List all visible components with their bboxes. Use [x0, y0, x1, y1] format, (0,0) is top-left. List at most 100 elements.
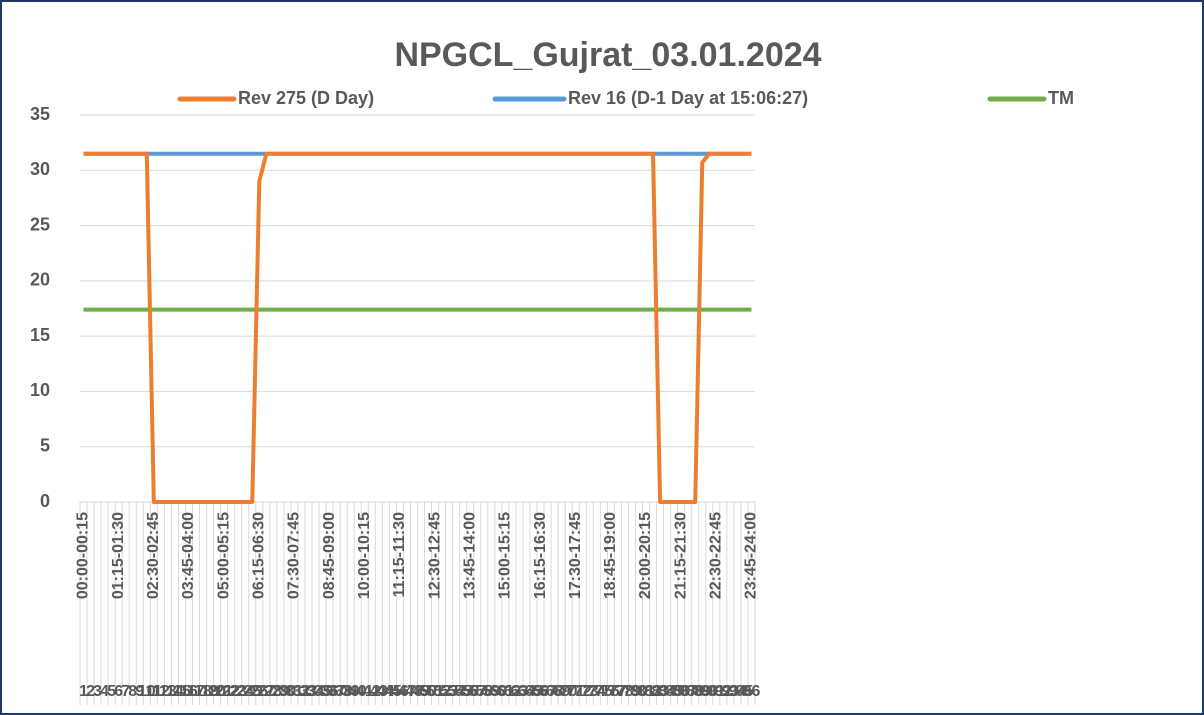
- block-number: 9: [135, 683, 144, 700]
- block-number: 62: [504, 683, 522, 700]
- block-number: 15: [173, 683, 191, 700]
- x-tick-label: 18:45-19:00: [602, 512, 619, 599]
- block-number: 47: [398, 683, 416, 700]
- y-tick-label: 35: [30, 104, 50, 124]
- block-number: 16: [180, 683, 198, 700]
- block-number: 81: [637, 683, 655, 700]
- x-tick-label: 11:15-11:30: [391, 512, 408, 598]
- block-number: 11: [145, 683, 162, 700]
- block-number: 27: [257, 683, 275, 700]
- x-tick-label: 01:15-01:30: [110, 512, 127, 599]
- x-tick-label: 08:45-09:00: [321, 512, 338, 599]
- x-tick-label: 07:30-07:45: [286, 512, 303, 599]
- series-line: [83, 151, 752, 504]
- y-tick-label: 15: [30, 325, 50, 345]
- block-number: 74: [588, 683, 606, 700]
- block-number: 26: [250, 683, 268, 700]
- block-number: 1: [79, 683, 88, 700]
- chart-title: NPGCL_Gujrat_03.01.2024: [394, 36, 821, 74]
- block-number: 76: [602, 683, 620, 700]
- block-number: 68: [546, 683, 564, 700]
- block-number: 80: [630, 683, 648, 700]
- block-number: 94: [729, 683, 747, 700]
- block-number: 65: [525, 683, 543, 700]
- block-number: 64: [518, 683, 536, 700]
- block-number: 33: [300, 683, 318, 700]
- block-number: 43: [370, 683, 388, 700]
- block-number: 60: [489, 683, 507, 700]
- block-number: 83: [651, 683, 669, 700]
- block-number: 52: [433, 683, 451, 700]
- block-number: 32: [293, 683, 311, 700]
- block-number: 67: [539, 683, 557, 700]
- x-tick-label: 16:15-16:30: [532, 512, 549, 599]
- x-tick-label: 00:00-00:15: [75, 512, 92, 599]
- block-number: 30: [279, 683, 297, 700]
- block-number: 46: [391, 683, 409, 700]
- block-number: 86: [672, 683, 690, 700]
- block-number: 51: [426, 683, 444, 700]
- block-number: 48: [405, 683, 423, 700]
- block-number: 20: [208, 683, 226, 700]
- block-number: 12: [152, 683, 170, 700]
- y-tick-label: 20: [30, 270, 50, 290]
- block-number: 34: [307, 683, 325, 700]
- block-number: 85: [665, 683, 683, 700]
- block-number: 13: [159, 683, 177, 700]
- block-number: 96: [743, 683, 761, 700]
- block-number: 5: [107, 683, 116, 700]
- block-number: 39: [342, 683, 360, 700]
- block-number: 25: [243, 683, 261, 700]
- legend-label: Rev 275 (D Day): [238, 88, 374, 108]
- block-number: 44: [377, 683, 395, 700]
- x-tick-label: 21:15-21:30: [672, 512, 689, 599]
- block-number: 56: [461, 683, 479, 700]
- block-number: 22: [222, 683, 240, 700]
- block-number: 24: [236, 683, 254, 700]
- block-number: 28: [264, 683, 282, 700]
- x-tick-label: 05:00-05:15: [215, 512, 232, 599]
- block-number: 73: [581, 683, 599, 700]
- x-tick-label: 02:30-02:45: [145, 512, 162, 599]
- block-number: 95: [736, 683, 754, 700]
- block-number: 82: [644, 683, 662, 700]
- x-tick-label: 10:00-10:15: [356, 512, 373, 599]
- block-number: 14: [166, 683, 184, 700]
- y-tick-label: 0: [40, 491, 50, 511]
- block-number: 72: [574, 683, 592, 700]
- block-number: 21: [215, 683, 233, 700]
- block-number: 61: [496, 683, 514, 700]
- legend-label: TM: [1048, 88, 1074, 108]
- block-number: 45: [384, 683, 402, 700]
- block-number: 37: [328, 683, 346, 700]
- block-number: 70: [560, 683, 578, 700]
- x-tick-label: 15:00-15:15: [497, 512, 514, 599]
- block-number: 77: [609, 683, 627, 700]
- block-number: 63: [511, 683, 529, 700]
- block-number: 78: [616, 683, 634, 700]
- block-number: 3: [93, 683, 102, 700]
- block-number: 69: [553, 683, 571, 700]
- x-tick-label: 06:15-06:30: [251, 512, 268, 599]
- y-tick-label: 10: [30, 380, 50, 400]
- block-number: 91: [707, 683, 725, 700]
- block-number: 35: [314, 683, 332, 700]
- block-number: 92: [714, 683, 732, 700]
- x-tick-label: 22:30-22:45: [708, 512, 725, 599]
- block-number: 57: [468, 683, 486, 700]
- block-number: 58: [475, 683, 493, 700]
- block-number: 71: [567, 683, 585, 700]
- x-tick-label: 12:30-12:45: [426, 512, 443, 599]
- block-number: 38: [335, 683, 353, 700]
- y-tick-label: 5: [40, 435, 50, 455]
- block-number: 23: [229, 683, 247, 700]
- block-number: 66: [532, 683, 550, 700]
- y-tick-label: 30: [30, 159, 50, 179]
- block-number: 18: [194, 683, 212, 700]
- block-number: 4: [100, 683, 109, 700]
- block-number: 89: [693, 683, 711, 700]
- block-number: 75: [595, 683, 613, 700]
- block-number: 17: [187, 683, 205, 700]
- x-tick-label: 20:00-20:15: [637, 512, 654, 599]
